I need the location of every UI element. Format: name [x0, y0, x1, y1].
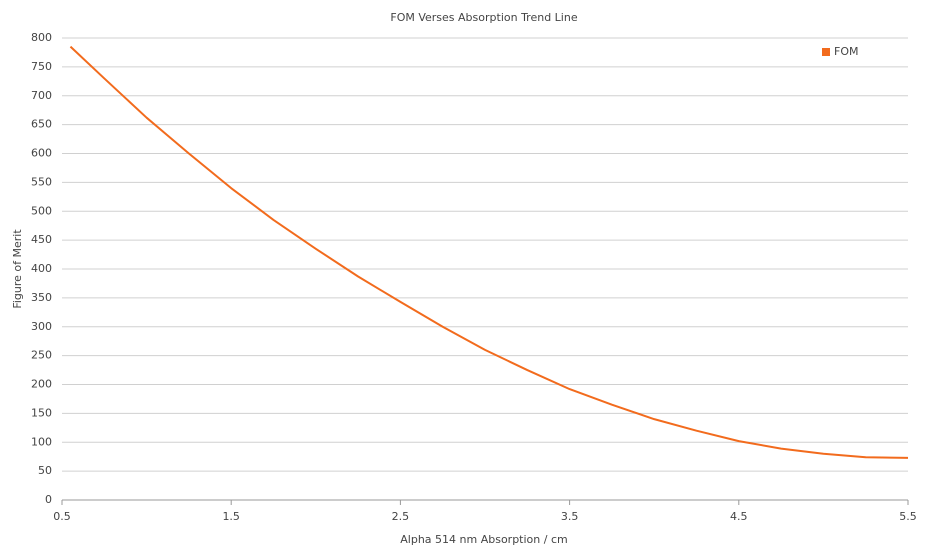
y-tick-label: 200 [31, 378, 52, 391]
x-tick-label: 2.5 [392, 510, 410, 523]
y-tick-label: 700 [31, 89, 52, 102]
y-tick-label: 300 [31, 320, 52, 333]
legend-swatch [822, 48, 830, 56]
chart-title: FOM Verses Absorption Trend Line [390, 11, 577, 24]
y-tick-label: 150 [31, 406, 52, 419]
y-axis-label: Figure of Merit [11, 229, 24, 309]
x-tick-label: 5.5 [899, 510, 917, 523]
line [69, 45, 909, 459]
legend-label: FOM [834, 45, 858, 58]
y-tick-label: 50 [38, 464, 52, 477]
x-axis-label: Alpha 514 nm Absorption / cm [400, 533, 567, 546]
y-tick-label: 500 [31, 204, 52, 217]
x-tick-label: 1.5 [222, 510, 240, 523]
y-tick-label: 0 [45, 493, 52, 506]
y-tick-label: 650 [31, 118, 52, 131]
y-tick-label: 600 [31, 147, 52, 160]
y-tick-label: 250 [31, 349, 52, 362]
y-tick-label: 100 [31, 435, 52, 448]
x-tick-label: 4.5 [730, 510, 748, 523]
y-tick-label: 450 [31, 233, 52, 246]
y-tick-label: 800 [31, 31, 52, 44]
y-tick-label: 550 [31, 175, 52, 188]
x-tick-label: 3.5 [561, 510, 579, 523]
x-tick-label: 0.5 [53, 510, 71, 523]
y-tick-label: 350 [31, 291, 52, 304]
y-tick-label: 400 [31, 262, 52, 275]
y-tick-label: 750 [31, 60, 52, 73]
